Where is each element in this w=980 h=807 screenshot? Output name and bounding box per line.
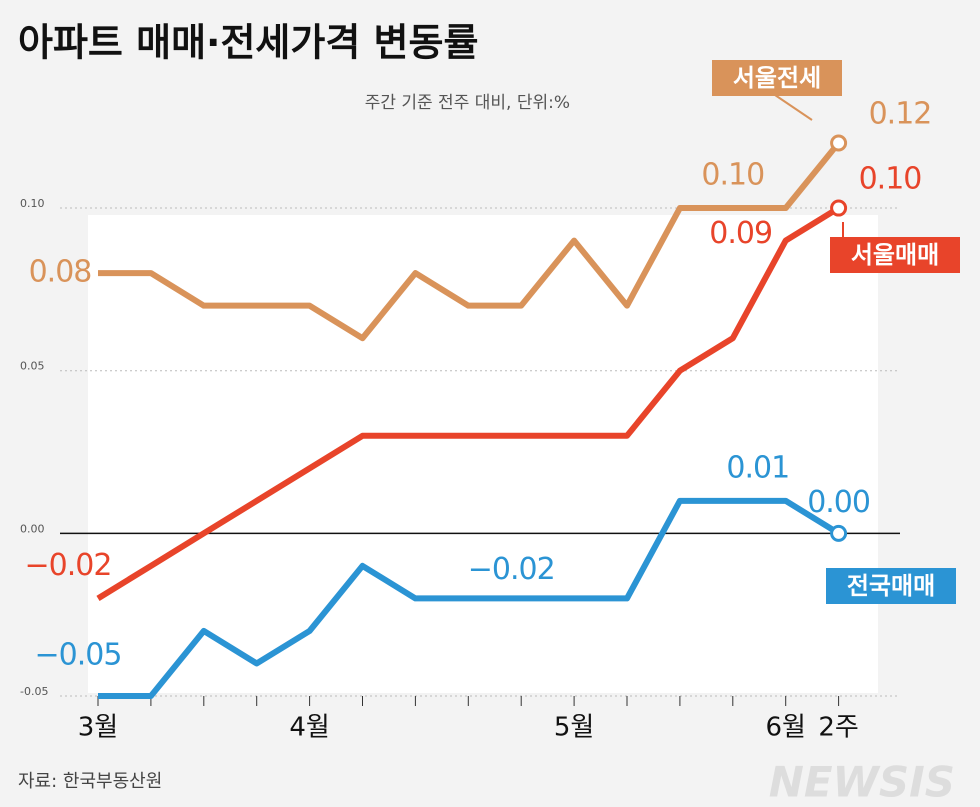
page: 아파트 매매·전세가격 변동률 주간 기준 전주 대비, 단위:% 자료: 한국… — [0, 0, 980, 807]
data-label: 0.12 — [869, 97, 932, 132]
x-tick-label: 4월 — [289, 713, 329, 743]
legend-label: 전국매매 — [847, 572, 935, 600]
data-label: 0.00 — [807, 485, 870, 520]
end-marker — [832, 201, 846, 215]
y-tick-label: 0.10 — [20, 197, 45, 210]
legend-pointer — [775, 95, 812, 120]
data-label: 0.09 — [709, 216, 772, 251]
data-label: −0.02 — [25, 548, 112, 583]
x-tick-label: 5월 — [554, 713, 594, 743]
chart: 아파트 매매·전세가격 변동률 주간 기준 전주 대비, 단위:% 자료: 한국… — [0, 0, 980, 807]
data-label: 0.10 — [701, 158, 764, 193]
legend-label: 서울매매 — [851, 241, 939, 269]
end-marker — [832, 526, 846, 540]
data-label: 0.10 — [859, 162, 922, 197]
x-tick-label: 6월 — [765, 713, 805, 743]
data-label: −0.05 — [35, 638, 122, 673]
data-label: 0.01 — [726, 450, 789, 485]
legend-label: 서울전세 — [733, 64, 821, 92]
x-tick-label: 3월 — [78, 713, 118, 743]
watermark: NEWSIS — [769, 758, 955, 807]
x-tick-label: 2주 — [818, 713, 858, 743]
y-tick-label: -0.05 — [20, 685, 48, 698]
y-tick-label: 0.00 — [20, 522, 45, 535]
data-label: 0.08 — [29, 255, 92, 290]
source: 자료: 한국부동산원 — [18, 771, 162, 792]
subtitle: 주간 기준 전주 대비, 단위:% — [365, 93, 570, 113]
data-label: −0.02 — [468, 552, 555, 587]
end-marker — [832, 136, 846, 150]
y-tick-label: 0.05 — [20, 360, 45, 373]
chart-title: 아파트 매매·전세가격 변동률 — [18, 21, 478, 65]
